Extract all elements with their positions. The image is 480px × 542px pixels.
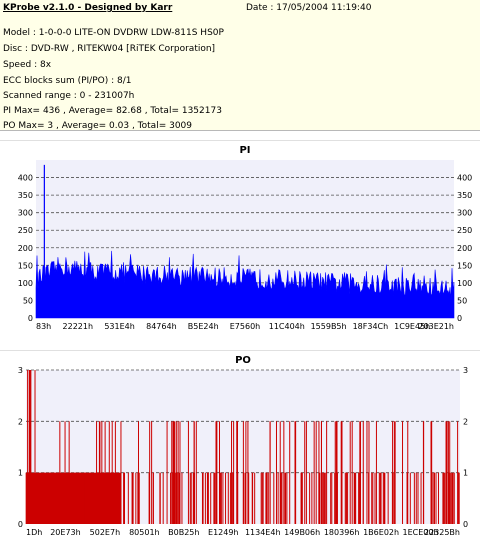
x-tick-label: 502E7h [90,528,120,537]
x-tick-label: 1134E4h [245,528,281,537]
y-tick-label-right: 2 [463,417,468,426]
y-tick-label-left: 350 [18,191,33,200]
chart-title: PI [239,145,250,156]
range-line: Scanned range : 0 - 231007h [3,91,135,101]
y-tick-label-right: 0 [463,520,468,529]
x-tick-label: 18F34Ch [353,322,389,331]
po-stats-line: PO Max= 3 , Average= 0.03 , Total= 3009 [3,121,192,131]
x-tick-label: 11C404h [269,322,305,331]
scan-date: Date : 17/05/2004 11:19:40 [246,3,372,13]
y-tick-label-left: 1 [18,469,23,478]
model-line: Model : 1-0-0-0 LITE-ON DVDRW LDW-811S H… [3,28,224,38]
x-tick-label: E1249h [208,528,238,537]
y-tick-label-left: 3 [18,366,23,375]
y-tick-label-left: 250 [18,226,33,235]
disc-line: Disc : DVD-RW , RITEKW04 [RiTEK Corporat… [3,44,216,54]
x-tick-label: B5E24h [188,322,219,331]
y-tick-label-left: 0 [18,520,23,529]
pi-chart: PI 0 0 50 50 100 100 150 150 200 200 250 250 300 300 35… [0,140,480,331]
y-tick-label-right: 100 [457,279,472,288]
x-tick-label: B0B25h [168,528,199,537]
ecc-line: ECC blocks sum (PI/PO) : 8/1 [3,76,132,86]
x-tick-label: 1Dh [26,528,42,537]
pi-series-area [35,250,455,319]
x-tick-label: 20E73h [50,528,80,537]
y-tick-label-right: 200 [457,244,472,253]
y-tick-label-left: 150 [18,261,33,270]
y-tick-label-right: 1 [463,469,468,478]
y-tick-label-left: 400 [18,174,33,183]
x-tick-label: 531E4h [104,322,134,331]
y-tick-label-right: 150 [457,261,472,270]
x-tick-label: 149B06h [284,528,320,537]
x-tick-label: 80501h [129,528,160,537]
x-tick-label: 1C9E45h [394,322,430,331]
x-tick-label: 203E21h [418,322,454,331]
y-tick-label-right: 350 [457,191,472,200]
y-tick-label-right: 400 [457,174,472,183]
y-tick-label-right: 0 [457,314,462,323]
x-tick-label: 22325Bh [424,528,460,537]
y-tick-label-left: 50 [23,296,33,305]
x-tick-label: 180396h [324,528,360,537]
pi-stats-line: PI Max= 436 , Average= 82.68 , Total= 13… [3,106,222,116]
y-tick-label-left: 100 [18,279,33,288]
x-tick-label: 1B6E02h [363,528,399,537]
app-title: KProbe v2.1.0 - Designed by Karr [3,3,173,13]
y-tick-label-left: 0 [28,314,33,323]
x-tick-label: 83h [36,322,51,331]
po-chart: PO 0 0 1 1 2 2 3 3 1Dh 20E73h 502E7h 80501h B0B25h E12… [0,350,480,537]
x-tick-label: 1559B5h [311,322,347,331]
speed-line: Speed : 8x [3,60,52,70]
y-tick-label-right: 50 [457,296,467,305]
y-tick-label-right: 250 [457,226,472,235]
y-tick-label-left: 300 [18,209,33,218]
chart-title: PO [235,355,251,366]
x-tick-label: 1ECE00h [403,528,439,537]
y-tick-label-left: 2 [18,417,23,426]
y-tick-label-left: 200 [18,244,33,253]
x-tick-label: E7560h [230,322,260,331]
x-tick-label: 84764h [146,322,177,331]
x-tick-label: 22221h [63,322,94,331]
y-tick-label-right: 300 [457,209,472,218]
info-panel: KProbe v2.1.0 - Designed by Karr Date : … [0,0,480,131]
y-tick-label-right: 3 [463,366,468,375]
